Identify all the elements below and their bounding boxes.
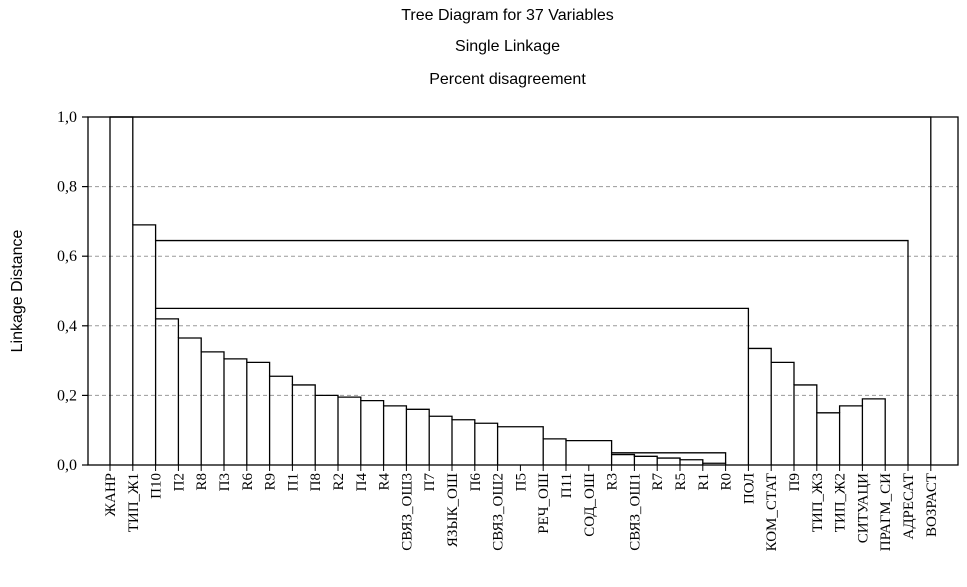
y-tick-label: 0,2 (57, 387, 77, 404)
leaf-label: ЖАНР (103, 473, 119, 516)
grid-lines (88, 186, 958, 396)
dendrogram-link (246, 361, 271, 465)
leaf-label: R7 (650, 473, 666, 491)
leaf-label: ЯЗЫК_ОШ (445, 473, 461, 547)
leaf-label: П7 (422, 473, 438, 492)
dendrogram-link (154, 239, 909, 465)
leaf-label: ПОЛ (741, 473, 757, 504)
leaf-label: R4 (377, 473, 393, 491)
y-tick-label: 0,8 (57, 179, 77, 196)
leaf-label: ПРАГМ_СИ (878, 473, 894, 551)
dendrogram-link (223, 358, 248, 465)
leaf-label: R2 (331, 473, 347, 491)
dendrogram-link (291, 384, 316, 465)
dendrogram-link (656, 457, 681, 465)
leaf-label: П9 (787, 473, 803, 491)
dendrogram-link (451, 419, 476, 465)
dendrogram-link (770, 361, 795, 465)
dendrogram-link (428, 415, 453, 465)
chart-subtitle-2: Percent disagreement (429, 71, 586, 88)
leaf-label: П10 (149, 473, 165, 499)
dendrogram-link (838, 405, 864, 465)
dendrogram-link (360, 399, 385, 465)
leaf-label: ВОЗРАСТ (924, 473, 940, 537)
y-axis: 0,0 0,2 0,4 0,6 0,8 1,0 (57, 109, 88, 474)
leaf-label: R6 (240, 473, 256, 491)
dendrogram-link (679, 458, 704, 464)
dendrogram-link (154, 318, 180, 465)
leaf-label: R9 (263, 473, 279, 491)
leaf-label: СОД_ОШ (582, 473, 598, 537)
dendrogram-link (747, 347, 772, 465)
leaf-label: R1 (696, 473, 712, 491)
leaf-label: РЕЧ_ОШ (536, 473, 552, 534)
chart-subtitle: Single Linkage (455, 38, 560, 55)
dendrogram-link (474, 422, 499, 465)
chart-title: Tree Diagram for 37 Variables (401, 7, 614, 24)
dendrogram-link (268, 375, 294, 465)
leaf-label: СВЯЗ_ОШ1 (627, 473, 643, 551)
leaf-label: КОМ_СТАТ (764, 473, 780, 551)
dendrogram-link (542, 438, 567, 465)
leaf-label: П1 (285, 473, 301, 491)
dendrogram-link (702, 462, 727, 465)
dendrogram-link (793, 384, 818, 465)
leaf-label: П2 (171, 473, 187, 491)
dendrogram-link (154, 307, 750, 349)
dendrogram-link (132, 224, 157, 465)
dendrogram-link (496, 426, 544, 465)
dendrogram-link (177, 337, 202, 465)
dendrogram-link (382, 405, 408, 465)
dendrogram-link (200, 351, 225, 465)
leaf-label: П3 (217, 473, 233, 491)
dendrogram-link (405, 408, 430, 465)
y-tick-label: 0,4 (57, 318, 77, 335)
leaf-label: АДРЕСАТ (901, 473, 917, 540)
plot-frame (87, 116, 959, 466)
dendrogram-link (110, 116, 932, 465)
leaf-label: R8 (194, 473, 210, 491)
y-tick-label: 0,6 (57, 248, 77, 265)
dendrogram-link (610, 452, 727, 464)
dendrogram-link (109, 116, 134, 465)
leaf-label: СВЯЗ_ОШ2 (491, 473, 507, 551)
leaf-label: R3 (605, 473, 621, 491)
y-tick-label: 0,0 (57, 457, 77, 474)
leaf-label: R0 (719, 473, 735, 491)
leaf-label: П5 (513, 473, 529, 491)
dendrogram-link (565, 439, 613, 465)
leaf-label: ТИП_Ж3 (810, 473, 826, 532)
dendrogram-link (337, 396, 362, 465)
dendrogram-link (861, 398, 886, 465)
y-tick-label: 1,0 (57, 109, 77, 126)
leaf-label: ТИП_Ж1 (126, 473, 142, 532)
leaf-label: П4 (354, 473, 370, 492)
leaf-label: ТИП_Ж2 (833, 473, 849, 532)
leaf-label: СВЯЗ_ОШ3 (399, 473, 415, 551)
leaf-labels: ЖАНР ТИП_Ж1 П10 П2 R8 П3 R6 R9 П1 П8 R2 П4 R4 СВЯЗ_ОШ… (103, 465, 940, 551)
y-axis-label: Linkage Distance (9, 230, 26, 353)
leaf-label: СИТУАЦИ (855, 473, 871, 543)
dendrogram-link (633, 454, 658, 459)
leaf-label: П8 (308, 473, 324, 491)
leaf-label: П11 (559, 473, 575, 498)
dendrogram-link (610, 453, 636, 465)
dendrogram-link (314, 394, 339, 465)
leaf-label: R5 (673, 473, 689, 491)
leaf-label: П6 (468, 473, 484, 492)
dendrogram-link (816, 412, 841, 465)
dendrogram-links (109, 116, 932, 465)
